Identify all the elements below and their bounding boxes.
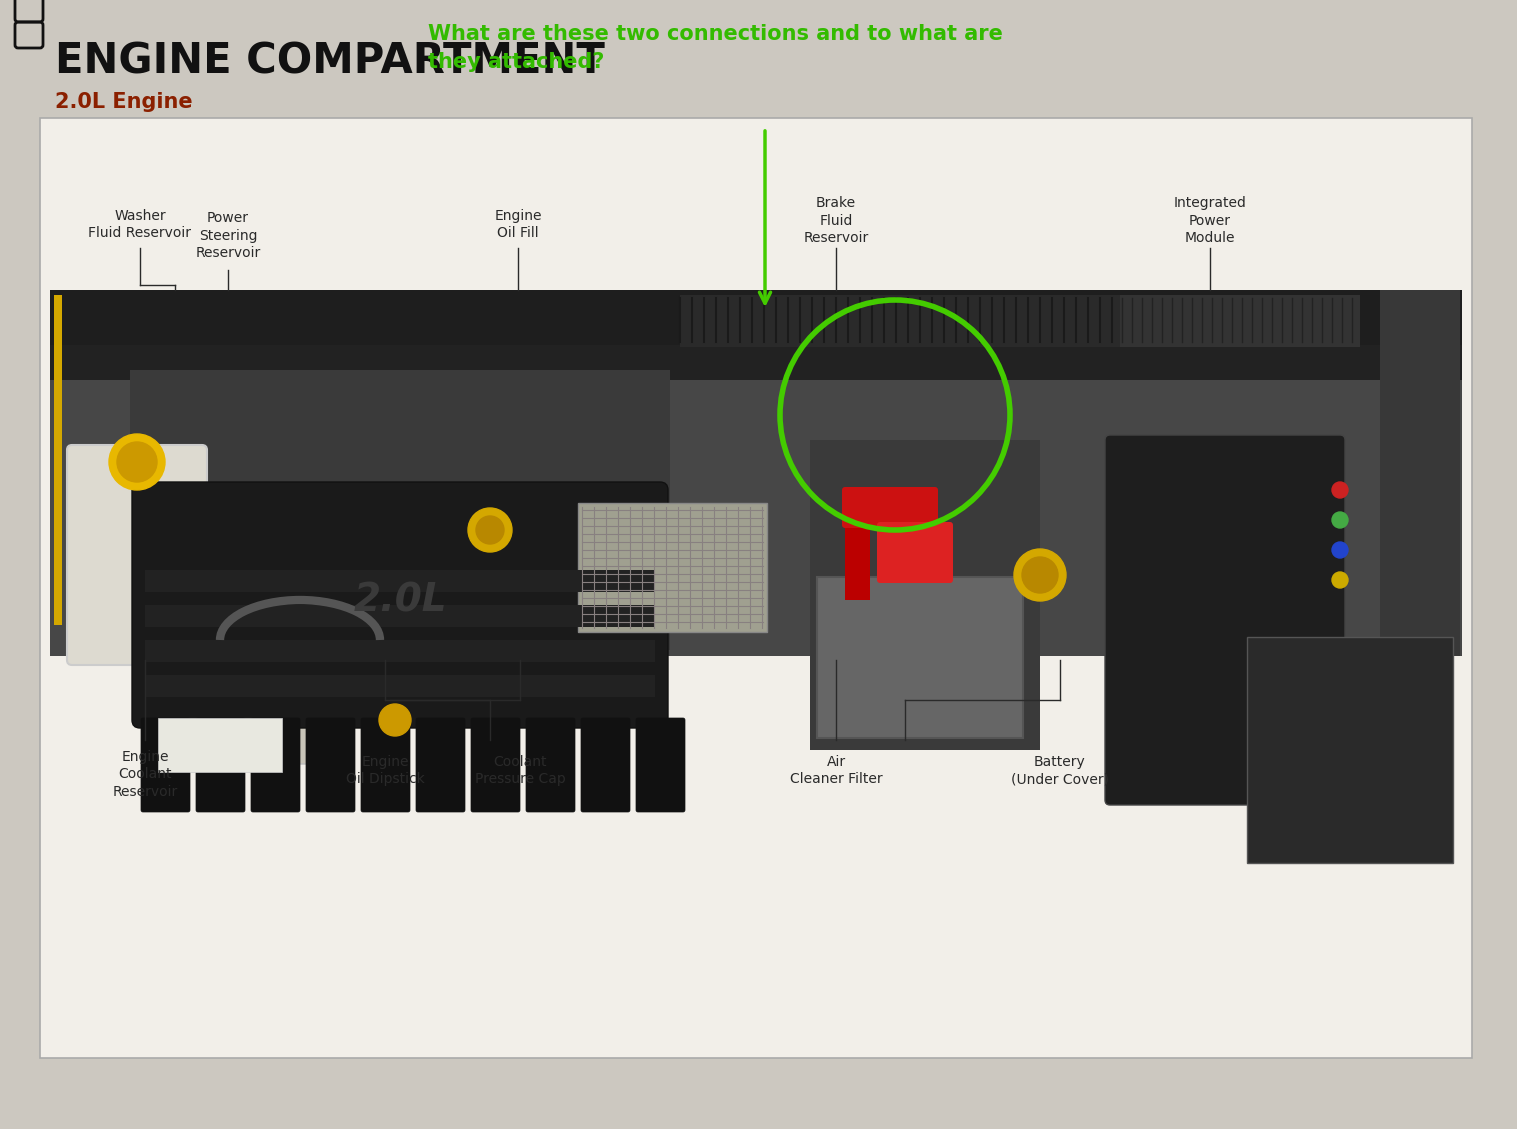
FancyBboxPatch shape xyxy=(146,640,655,662)
Text: ENGINE COMPARTMENT: ENGINE COMPARTMENT xyxy=(55,41,605,84)
FancyBboxPatch shape xyxy=(636,718,686,812)
FancyBboxPatch shape xyxy=(130,370,671,650)
Circle shape xyxy=(109,434,165,490)
FancyBboxPatch shape xyxy=(306,718,355,812)
FancyBboxPatch shape xyxy=(158,718,282,772)
Circle shape xyxy=(117,441,156,482)
Text: 2.0L Engine: 2.0L Engine xyxy=(55,91,193,112)
Text: Battery
(Under Cover): Battery (Under Cover) xyxy=(1010,755,1109,786)
Text: Washer
Fluid Reservoir: Washer Fluid Reservoir xyxy=(88,209,191,240)
FancyBboxPatch shape xyxy=(1380,290,1459,656)
FancyBboxPatch shape xyxy=(50,290,1462,350)
FancyBboxPatch shape xyxy=(578,504,768,632)
FancyBboxPatch shape xyxy=(581,718,630,812)
FancyBboxPatch shape xyxy=(1104,435,1346,805)
FancyBboxPatch shape xyxy=(845,520,871,599)
Text: Engine
Oil Fill: Engine Oil Fill xyxy=(495,209,542,240)
FancyBboxPatch shape xyxy=(146,675,655,697)
FancyBboxPatch shape xyxy=(50,290,1462,656)
FancyBboxPatch shape xyxy=(877,522,953,583)
FancyBboxPatch shape xyxy=(250,718,300,812)
Circle shape xyxy=(1022,557,1057,593)
Circle shape xyxy=(1332,542,1349,558)
Circle shape xyxy=(476,516,504,544)
FancyBboxPatch shape xyxy=(132,482,667,728)
Text: Engine
Coolant
Reservoir: Engine Coolant Reservoir xyxy=(112,750,177,798)
Text: they attached?: they attached? xyxy=(428,52,604,72)
FancyBboxPatch shape xyxy=(55,295,62,625)
Text: Air
Cleaner Filter: Air Cleaner Filter xyxy=(790,755,883,786)
FancyBboxPatch shape xyxy=(416,718,466,812)
Text: Coolant
Pressure Cap: Coolant Pressure Cap xyxy=(475,755,566,786)
FancyBboxPatch shape xyxy=(39,119,1471,1058)
FancyBboxPatch shape xyxy=(680,295,1120,347)
FancyBboxPatch shape xyxy=(470,718,520,812)
Text: What are these two connections and to what are: What are these two connections and to wh… xyxy=(428,24,1003,44)
Circle shape xyxy=(1332,572,1349,588)
FancyBboxPatch shape xyxy=(146,570,655,592)
FancyBboxPatch shape xyxy=(1120,295,1361,347)
FancyBboxPatch shape xyxy=(810,440,1041,750)
Circle shape xyxy=(1013,549,1066,601)
FancyBboxPatch shape xyxy=(50,345,1462,380)
FancyBboxPatch shape xyxy=(215,596,314,764)
FancyBboxPatch shape xyxy=(361,718,410,812)
FancyBboxPatch shape xyxy=(1247,637,1453,863)
Text: Brake
Fluid
Reservoir: Brake Fluid Reservoir xyxy=(804,196,869,245)
Circle shape xyxy=(1332,482,1349,498)
Text: Engine
Oil Dipstick: Engine Oil Dipstick xyxy=(346,755,425,786)
Circle shape xyxy=(379,704,411,736)
Text: Integrated
Power
Module: Integrated Power Module xyxy=(1174,196,1247,245)
FancyBboxPatch shape xyxy=(67,445,206,665)
Text: 2.0L: 2.0L xyxy=(353,581,446,619)
FancyBboxPatch shape xyxy=(146,605,655,627)
Text: Power
Steering
Reservoir: Power Steering Reservoir xyxy=(196,211,261,260)
Circle shape xyxy=(469,508,513,552)
FancyBboxPatch shape xyxy=(818,577,1022,738)
FancyBboxPatch shape xyxy=(526,718,575,812)
FancyBboxPatch shape xyxy=(842,487,938,528)
FancyBboxPatch shape xyxy=(196,718,246,812)
FancyBboxPatch shape xyxy=(141,718,190,812)
Circle shape xyxy=(1332,511,1349,528)
